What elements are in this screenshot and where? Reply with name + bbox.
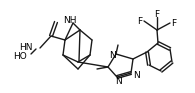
- Text: N: N: [109, 50, 115, 60]
- Text: N: N: [115, 77, 121, 86]
- Text: F: F: [137, 16, 143, 25]
- Text: NH: NH: [63, 16, 76, 24]
- Text: F: F: [154, 9, 160, 19]
- Text: N: N: [133, 70, 139, 80]
- Text: HO: HO: [13, 52, 27, 61]
- Text: F: F: [171, 19, 176, 28]
- Text: HN: HN: [20, 43, 33, 52]
